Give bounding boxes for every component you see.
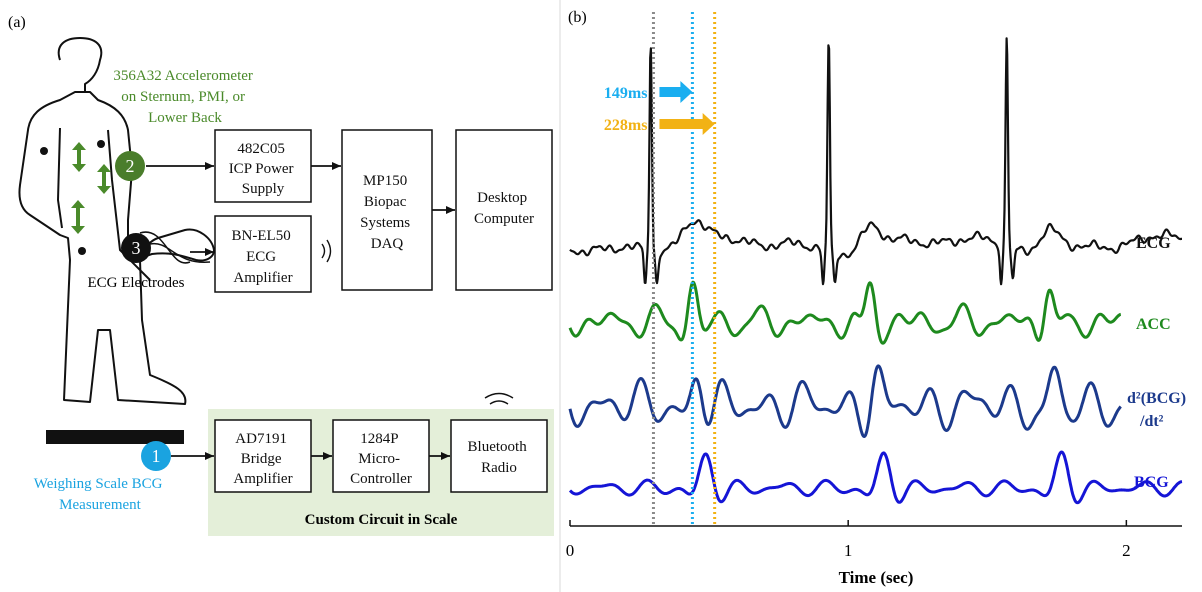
electrodes-label: ECG Electrodes	[87, 275, 184, 291]
icp-box-text: 482C05 ICP Power Supply	[229, 141, 298, 197]
daq-box	[341, 129, 433, 291]
series-label-bcg: BCG	[1134, 474, 1169, 491]
delay-arrow	[659, 81, 693, 103]
series-label-ecg: ECG	[1136, 235, 1171, 252]
accelerometer-arrow-icon	[72, 142, 86, 172]
ecg-amplifier-box	[214, 215, 312, 293]
accelerometer-label: 356A32 Accelerometer on Sternum, PMI, or…	[113, 68, 256, 126]
panel-a-label: (a)	[8, 14, 26, 31]
series-line-d-bcg-dt-	[568, 364, 1122, 438]
bridge-amplifier-box	[214, 419, 312, 493]
daq-box-text: MP150 Biopac Systems DAQ	[360, 173, 414, 252]
series-label-acc: ACC	[1136, 316, 1171, 333]
accelerometer-arrow-icon	[71, 200, 85, 234]
signal-traces	[568, 37, 1183, 505]
ecg-amp-box-text: BN-EL50 ECG Amplifier	[232, 228, 295, 286]
x-axis-ticks: 0 1 2	[566, 520, 1131, 560]
series-line-acc	[568, 280, 1122, 345]
panel-b-label: (b)	[568, 9, 587, 26]
time-markers	[651, 12, 717, 526]
panel-a: (a) 356A32 Accelerometer on	[8, 14, 554, 536]
panel-b: (b) 149ms 228ms 0 1 2 Time (sec) ECG ACC d²…	[566, 9, 1186, 587]
bluetooth-box-text: Bluetooth Radio	[468, 439, 531, 476]
marker-3	[121, 233, 151, 263]
marker-2-label: 2	[126, 156, 135, 176]
electrode-wire	[149, 242, 211, 263]
desktop-box-text: Desktop Computer	[474, 190, 534, 227]
delay-label: 228ms	[604, 117, 648, 134]
electrode-dot	[78, 247, 86, 255]
x-tick-label: 0	[566, 541, 575, 560]
accelerometer-icons	[71, 142, 111, 234]
series-label-d2bcg: d²(BCG)	[1127, 390, 1186, 407]
marker-1-label: 1	[152, 446, 161, 466]
delay-arrow	[659, 113, 715, 135]
bridge-box-text: AD7191 Bridge Amplifier	[233, 431, 292, 487]
x-axis-label: Time (sec)	[839, 568, 914, 587]
x-tick-label: 2	[1122, 541, 1131, 560]
electrode-dot	[97, 140, 105, 148]
electrode-dot	[40, 147, 48, 155]
desktop-computer-box	[455, 129, 553, 291]
micro-box-text: 1284P Micro- Controller	[350, 431, 412, 487]
weighing-scale-platform	[46, 430, 184, 444]
custom-circuit-label: Custom Circuit in Scale	[305, 512, 458, 528]
person-silhouette	[18, 37, 215, 405]
series-line-ecg	[569, 37, 1183, 286]
accelerometer-arrow-icon	[97, 164, 111, 194]
delay-annotations: 149ms 228ms	[604, 81, 715, 135]
marker-3-label: 3	[132, 238, 141, 258]
marker-1	[141, 441, 171, 471]
series-line-bcg	[568, 450, 1183, 505]
bluetooth-signal-icon	[484, 392, 514, 405]
bluetooth-radio-box	[450, 419, 548, 493]
series-label-d2bcg-dt: /dt²	[1139, 413, 1164, 430]
scale-label: Weighing Scale BCG Measurement	[34, 476, 167, 513]
wireless-signal-icon	[321, 239, 332, 263]
x-tick-label: 1	[844, 541, 853, 560]
marker-2	[115, 151, 145, 181]
delay-label: 149ms	[604, 85, 648, 102]
